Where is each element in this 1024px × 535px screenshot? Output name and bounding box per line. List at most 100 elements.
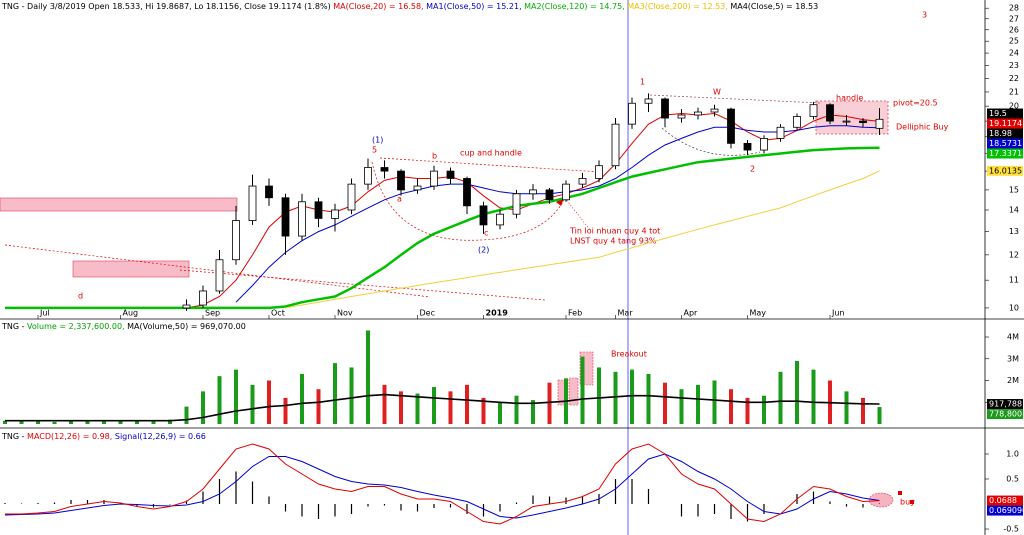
y-tick-label: 10 bbox=[1009, 303, 1019, 312]
end-label: 17.3371 bbox=[989, 149, 1022, 158]
y-tick-label: 4M bbox=[1007, 333, 1019, 342]
volume-bar bbox=[745, 397, 750, 424]
zone bbox=[868, 492, 894, 508]
annotation: Breakout bbox=[611, 350, 647, 359]
candle-body bbox=[595, 165, 603, 179]
volume-bar bbox=[201, 391, 205, 424]
volume-bar bbox=[696, 384, 700, 424]
annotation: W bbox=[713, 88, 721, 97]
candle-body bbox=[529, 189, 537, 195]
volume-bar bbox=[498, 402, 502, 424]
candle-body bbox=[397, 170, 405, 191]
volume-bar bbox=[630, 369, 634, 424]
panel-header: TNG - Volume = 2,337,600.00, MA(Volume,5… bbox=[1, 322, 246, 331]
volume-bar bbox=[844, 391, 849, 424]
header-part: MA3(Close,200) = 12.53, bbox=[627, 2, 730, 11]
volume-bar bbox=[135, 421, 139, 424]
y-tick-label: 21 bbox=[1009, 87, 1019, 96]
y-tick-label: 2M bbox=[1007, 376, 1019, 385]
end-label: 19.1174 bbox=[989, 119, 1022, 128]
header-part: MA2(Close,120) = 14.75, bbox=[524, 2, 627, 11]
header-part: Volume = 2,337,600.00, bbox=[27, 322, 127, 331]
x-tick-label: Apr bbox=[684, 309, 699, 318]
marker bbox=[910, 500, 914, 504]
volume-bar bbox=[333, 363, 337, 424]
annotation: a bbox=[397, 195, 402, 204]
y-tick-label: 3M bbox=[1007, 354, 1019, 363]
volume-bar bbox=[366, 330, 370, 424]
header-part: MA(Volume,50) = 969,070.00 bbox=[127, 322, 246, 331]
candle-body bbox=[446, 170, 455, 179]
end-label: 19.5 bbox=[989, 109, 1007, 118]
x-tick-label: Aug bbox=[123, 309, 139, 318]
annotation: d bbox=[78, 292, 83, 301]
candle-body bbox=[496, 213, 504, 226]
volume-bar bbox=[597, 367, 601, 424]
y-tick-label: 13 bbox=[1009, 227, 1019, 236]
candle-body bbox=[512, 193, 521, 215]
end-label-box bbox=[987, 505, 1023, 516]
candle-body bbox=[545, 189, 554, 201]
candle-body bbox=[248, 185, 257, 221]
x-tick-label: Jul bbox=[39, 309, 50, 318]
volume-bar bbox=[415, 393, 420, 424]
candle-body bbox=[661, 98, 669, 119]
marker bbox=[898, 491, 902, 495]
header-part: TNG - bbox=[1, 432, 27, 441]
volume-bar bbox=[580, 356, 585, 424]
end-label: 917,788 bbox=[989, 400, 1022, 409]
header-part: MA1(Close,50) = 15.21, bbox=[426, 2, 524, 11]
candle-body bbox=[364, 167, 372, 185]
header-part: MA4(Close,5) = 18.53 bbox=[730, 2, 818, 11]
panel-header: TNG - MACD(12,26) = 0.98, Signal(12,26,9… bbox=[1, 432, 206, 441]
volume-bar bbox=[349, 367, 354, 424]
x-tick-label: 2019 bbox=[486, 309, 509, 318]
candle-body bbox=[776, 126, 785, 139]
candle-body bbox=[463, 178, 471, 207]
x-tick-label: Nov bbox=[337, 309, 353, 318]
x-tick-label: Feb bbox=[568, 309, 582, 318]
annotation: handle bbox=[836, 94, 863, 103]
header-part: TNG - bbox=[1, 322, 27, 331]
x-tick-label: Dec bbox=[420, 309, 435, 318]
pointer bbox=[564, 197, 591, 231]
x-tick-label: Mar bbox=[618, 309, 634, 318]
y-tick-label: 25 bbox=[1009, 37, 1019, 46]
annotation: (1) bbox=[372, 136, 383, 145]
volume-bar bbox=[234, 369, 238, 424]
y-tick-label: 28 bbox=[1009, 4, 1019, 13]
end-label: 16.0135 bbox=[989, 166, 1022, 175]
y-tick-label: 26 bbox=[1009, 25, 1019, 34]
volume-bar bbox=[531, 400, 535, 424]
w-curve bbox=[661, 127, 761, 156]
candle-body bbox=[314, 201, 323, 219]
volume-bar bbox=[613, 371, 618, 424]
zone bbox=[568, 377, 579, 406]
x-tick-label: Jun bbox=[831, 309, 845, 318]
candle-body bbox=[215, 259, 224, 292]
candle-body bbox=[430, 170, 438, 187]
volume-bar bbox=[465, 384, 469, 424]
end-label: 0.0688 bbox=[989, 496, 1017, 505]
macd-line bbox=[5, 443, 880, 525]
annotation: 3 bbox=[922, 11, 927, 20]
candle-body bbox=[727, 108, 735, 144]
candle-body bbox=[859, 120, 867, 124]
volume-bar bbox=[300, 373, 304, 424]
candle-body bbox=[743, 142, 752, 151]
candle-body bbox=[281, 197, 290, 237]
end-label-box bbox=[987, 108, 1023, 119]
volume-bar bbox=[432, 387, 436, 424]
volume-bar bbox=[267, 380, 271, 424]
volume-bar bbox=[19, 421, 24, 424]
header-part: MA(Close,20) = 16.58, bbox=[333, 2, 426, 11]
zone bbox=[0, 197, 238, 212]
trend-line bbox=[649, 94, 821, 104]
end-label-box bbox=[987, 128, 1023, 139]
y-tick-label: 20 bbox=[1009, 102, 1019, 111]
annotation: buy bbox=[900, 498, 915, 507]
volume-bar bbox=[795, 360, 799, 424]
volume-bar bbox=[118, 420, 123, 424]
candle-body bbox=[826, 104, 834, 122]
